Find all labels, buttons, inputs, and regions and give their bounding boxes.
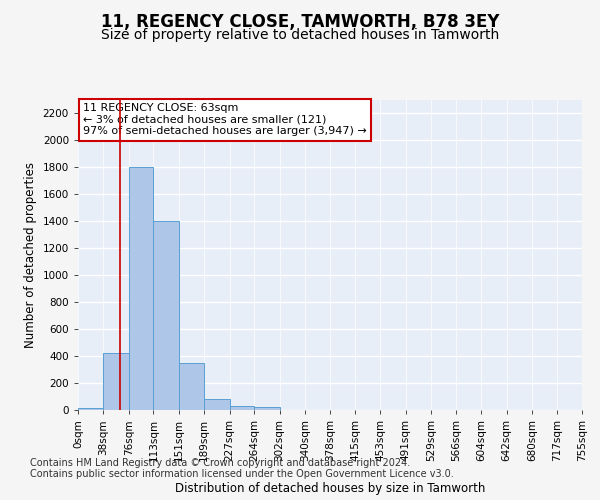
Text: Contains HM Land Registry data © Crown copyright and database right 2024.: Contains HM Land Registry data © Crown c… (30, 458, 410, 468)
Text: 11, REGENCY CLOSE, TAMWORTH, B78 3EY: 11, REGENCY CLOSE, TAMWORTH, B78 3EY (101, 12, 499, 30)
Bar (204, 399, 230, 410)
Y-axis label: Number of detached properties: Number of detached properties (24, 162, 37, 348)
Bar (179, 363, 204, 410)
Bar (254, 408, 280, 410)
Bar (154, 222, 179, 410)
Text: Size of property relative to detached houses in Tamworth: Size of property relative to detached ho… (101, 28, 499, 42)
Bar (230, 406, 254, 410)
Text: Distribution of detached houses by size in Tamworth: Distribution of detached houses by size … (175, 482, 485, 495)
Bar (78, 408, 103, 410)
Bar (103, 354, 129, 410)
Text: Contains public sector information licensed under the Open Government Licence v3: Contains public sector information licen… (30, 469, 454, 479)
Bar (129, 168, 154, 410)
Text: 11 REGENCY CLOSE: 63sqm
← 3% of detached houses are smaller (121)
97% of semi-de: 11 REGENCY CLOSE: 63sqm ← 3% of detached… (83, 103, 367, 136)
